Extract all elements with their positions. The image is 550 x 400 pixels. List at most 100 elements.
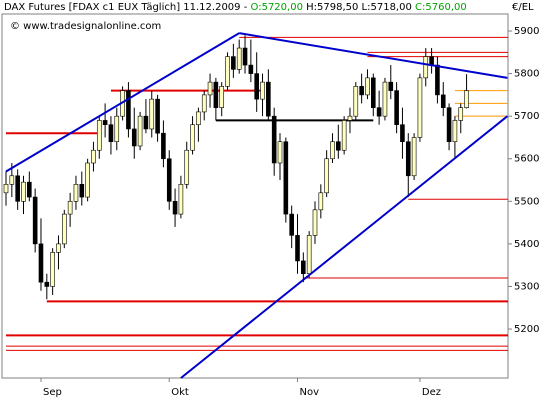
candle-body bbox=[219, 86, 225, 108]
candle-body bbox=[312, 209, 318, 236]
candle-body bbox=[254, 73, 259, 100]
candle-body bbox=[161, 132, 166, 160]
candle-body bbox=[347, 115, 353, 121]
candle-body bbox=[464, 90, 469, 108]
candle-body bbox=[213, 81, 219, 108]
candle-body bbox=[207, 81, 213, 96]
candle-body bbox=[3, 183, 9, 194]
candle-body bbox=[143, 115, 149, 130]
y-tick-label: 5200 bbox=[514, 324, 539, 335]
chart-title: DAX Futures [FDAX c1 EUX Täglich] 11.12.… bbox=[4, 2, 467, 13]
candle-body bbox=[184, 149, 190, 185]
candle-body bbox=[73, 183, 79, 202]
candle-body bbox=[137, 115, 143, 147]
candle-body bbox=[108, 124, 114, 143]
candle-body bbox=[44, 281, 50, 287]
candle-body bbox=[201, 94, 207, 113]
candle-body bbox=[15, 175, 20, 202]
x-tick-label: Dez bbox=[422, 387, 441, 398]
candle-body bbox=[126, 90, 131, 130]
candle-body bbox=[166, 158, 172, 202]
candle-body bbox=[85, 162, 90, 198]
currency: €/EL bbox=[512, 2, 534, 13]
y-tick-label: 5500 bbox=[514, 196, 539, 207]
candle-body bbox=[231, 56, 236, 70]
candle-body bbox=[9, 175, 15, 185]
title-highlow: H:5798,50 L:5718,00 bbox=[306, 2, 412, 13]
candle-body bbox=[131, 128, 137, 147]
candle-body bbox=[324, 158, 329, 194]
candle-body bbox=[400, 124, 405, 143]
y-tick-label: 5300 bbox=[514, 281, 539, 292]
candle-body bbox=[271, 115, 277, 164]
candle-body bbox=[417, 77, 423, 138]
candle-body bbox=[388, 81, 394, 91]
candle-body bbox=[56, 243, 61, 253]
candle-body bbox=[260, 81, 265, 100]
candle-body bbox=[172, 201, 178, 215]
candle-body bbox=[429, 56, 434, 66]
candle-body bbox=[266, 81, 271, 117]
candle-body bbox=[91, 149, 96, 164]
candle-body bbox=[405, 141, 411, 177]
candle-body bbox=[336, 141, 341, 151]
y-tick-label: 5900 bbox=[514, 26, 539, 37]
y-tick-label: 5700 bbox=[514, 111, 539, 122]
title-close: C:5760,00 bbox=[415, 2, 467, 13]
candle-body bbox=[330, 141, 335, 160]
candle-body bbox=[394, 90, 399, 125]
candle-body bbox=[149, 98, 155, 130]
trend-line bbox=[239, 32, 508, 79]
candle-body bbox=[318, 192, 324, 211]
y-tick-label: 5400 bbox=[514, 239, 539, 250]
x-tick-label: Sep bbox=[43, 387, 62, 398]
candle-body bbox=[114, 115, 120, 143]
candle-body bbox=[236, 47, 242, 70]
candle-body bbox=[190, 124, 195, 151]
x-tick-label: Nov bbox=[300, 387, 320, 398]
candle-body bbox=[178, 183, 184, 215]
candle-body bbox=[289, 213, 294, 236]
candle-body bbox=[306, 235, 312, 274]
candle-body bbox=[452, 120, 458, 143]
candle-body bbox=[32, 196, 38, 245]
trend-line bbox=[180, 115, 509, 379]
title-name: DAX Futures [FDAX c1 EUX Täglich] 11.12.… bbox=[4, 2, 248, 13]
candle-body bbox=[370, 77, 376, 108]
candle-body bbox=[365, 77, 370, 96]
y-tick-label: 5600 bbox=[514, 154, 539, 165]
candle-body bbox=[301, 260, 306, 274]
y-tick-label: 5800 bbox=[514, 69, 539, 80]
candle-body bbox=[196, 111, 201, 125]
candle-body bbox=[446, 107, 452, 143]
candle-body bbox=[435, 64, 440, 96]
candle-body bbox=[341, 120, 347, 151]
candle-body bbox=[21, 181, 26, 202]
candle-body bbox=[242, 47, 248, 66]
candle-body bbox=[27, 181, 32, 198]
candle-body bbox=[79, 183, 85, 198]
candle-body bbox=[67, 201, 73, 215]
candle-body bbox=[353, 86, 359, 117]
candle-body bbox=[295, 235, 300, 262]
candle-body bbox=[376, 107, 382, 117]
candle-body bbox=[458, 107, 464, 121]
candle-body bbox=[96, 120, 102, 151]
candle-body bbox=[102, 120, 108, 125]
trend-line bbox=[5, 32, 240, 173]
candle-body bbox=[440, 94, 446, 108]
candle-body bbox=[382, 81, 388, 117]
candle-body bbox=[50, 252, 55, 287]
candle-body bbox=[277, 141, 283, 164]
candle-body bbox=[248, 64, 254, 74]
watermark: © www.tradesignalonline.com bbox=[10, 21, 161, 32]
candle-body bbox=[155, 98, 160, 134]
candle-body bbox=[359, 86, 364, 96]
candle-body bbox=[38, 243, 44, 283]
candle-body bbox=[61, 213, 67, 245]
x-tick-label: Okt bbox=[171, 387, 189, 398]
candle-body bbox=[283, 141, 289, 215]
candle-body bbox=[411, 137, 417, 177]
title-open: O:5720,00 bbox=[251, 2, 303, 13]
